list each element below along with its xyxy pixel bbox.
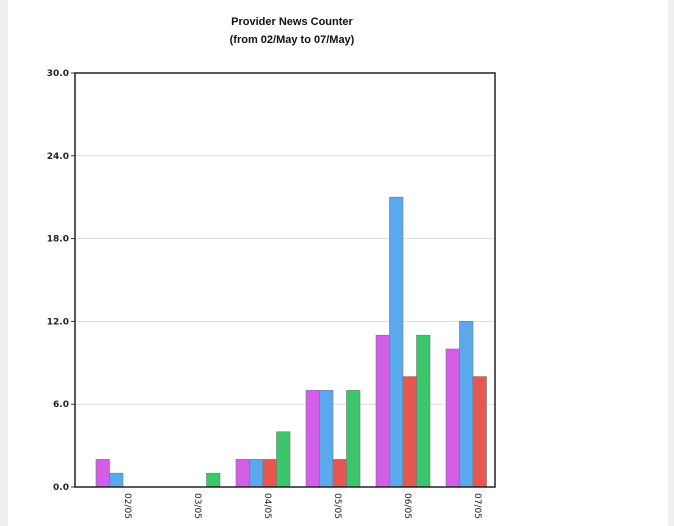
ytick-label: 12.0 — [47, 317, 69, 327]
bar-05-05-s2 — [332, 459, 347, 488]
bar-05-05-s3 — [346, 390, 361, 488]
bar-06-05-s2 — [402, 376, 417, 488]
ytick-label: 24.0 — [47, 152, 69, 162]
bar-07-05-s0 — [445, 348, 460, 488]
bar-05-05-s1 — [319, 390, 334, 488]
xtick-label: 04/05 — [262, 493, 272, 519]
bar-04-05-s1 — [249, 459, 264, 488]
xtick-label: 06/05 — [402, 493, 412, 519]
bar-04-05-s0 — [235, 459, 250, 488]
bar-02-05-s0 — [95, 459, 110, 488]
plot-border — [74, 72, 496, 488]
bar-07-05-s1 — [459, 321, 474, 488]
bar-05-05-s0 — [305, 390, 320, 488]
chart-title-block: Provider News Counter (from 02/May to 07… — [8, 13, 576, 49]
bar-07-05-s2 — [472, 376, 487, 488]
chart-subtitle: (from 02/May to 07/May) — [229, 34, 355, 46]
chart-title: Provider News Counter — [231, 16, 353, 28]
ytick-label: 6.0 — [53, 400, 69, 410]
plot-area — [75, 73, 495, 487]
bar-06-05-s3 — [416, 334, 431, 488]
ytick-label: 18.0 — [47, 235, 69, 245]
bar-03-05-s3 — [206, 472, 221, 488]
bar-04-05-s2 — [262, 459, 277, 488]
bar-06-05-s1 — [389, 196, 404, 488]
xtick-label: 07/05 — [472, 493, 482, 519]
ytick-label: 0.0 — [53, 483, 69, 493]
chart-page: Provider News Counter (from 02/May to 07… — [8, 0, 668, 526]
bar-06-05-s0 — [375, 334, 390, 488]
bar-chart: 0.0 6.0 12.0 18.0 24.0 30.0 02/05 03/05 04/05 05/… — [47, 69, 496, 519]
xtick-label: 03/05 — [192, 493, 202, 519]
bar-04-05-s3 — [276, 431, 291, 488]
xtick-label: 05/05 — [332, 493, 342, 519]
bar-02-05-s1 — [109, 472, 124, 488]
ytick-label: 30.0 — [47, 69, 69, 79]
xtick-label: 02/05 — [122, 493, 132, 519]
